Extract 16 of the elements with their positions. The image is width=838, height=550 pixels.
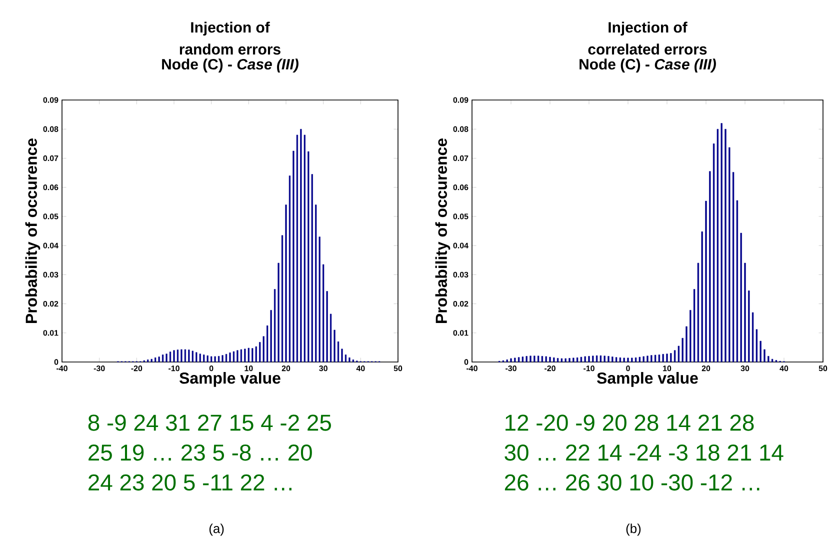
chart-subtitle: Node (C) - Case (III)	[162, 58, 298, 73]
text: 12 -20 -9 20 28 14 21 28	[506, 414, 754, 431]
text: 25 19 … 23 5 -8 … 20	[88, 444, 312, 461]
chart-title: Injection of correlated errors	[588, 22, 707, 55]
text: 30 … 22 14 -24 -3 18 21 14	[504, 444, 784, 461]
text: 8 -9 24 31 27 15 4 -2 25	[88, 414, 331, 431]
text: 26 … 26 30 10 -30 -12 …	[504, 474, 760, 491]
y-axis-title: Probability of occurence	[25, 138, 40, 323]
text: (b)	[626, 524, 641, 536]
x-axis-title: Sample value	[597, 372, 698, 387]
x-axis-title: Sample value	[180, 372, 280, 387]
text: 24 23 20 5 -11 22 …	[88, 474, 292, 491]
chart-title: Injection of random errors	[180, 22, 280, 55]
chart-subtitle: Node (C) - Case (III)	[580, 58, 716, 73]
text: (a)	[209, 524, 224, 536]
y-axis-title: Probability of occurence	[435, 138, 450, 323]
